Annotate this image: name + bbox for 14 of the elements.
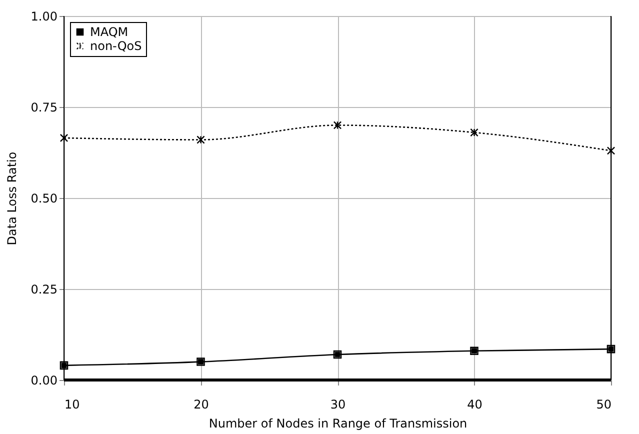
y-tick-label: 0.00 — [30, 374, 58, 388]
x-tick-label: 30 — [330, 398, 346, 412]
y-tick-label: 1.00 — [30, 10, 58, 24]
legend-label: MAQM — [90, 25, 128, 39]
y-tick-label: 0.25 — [30, 282, 58, 296]
x-tick-label: 20 — [194, 398, 209, 412]
x-tick-label: 50 — [596, 398, 612, 412]
y-tick-label: 0.75 — [30, 100, 58, 114]
x-tick-label: 40 — [467, 398, 482, 412]
y-axis-title: Data Loss Ratio — [4, 152, 19, 246]
x-tick-label: 10 — [64, 398, 80, 412]
y-tick-label: 0.50 — [30, 192, 58, 206]
x-axis-title: Number of Nodes in Range of Transmission — [208, 416, 468, 430]
legend-label: non-QoS — [90, 39, 142, 53]
